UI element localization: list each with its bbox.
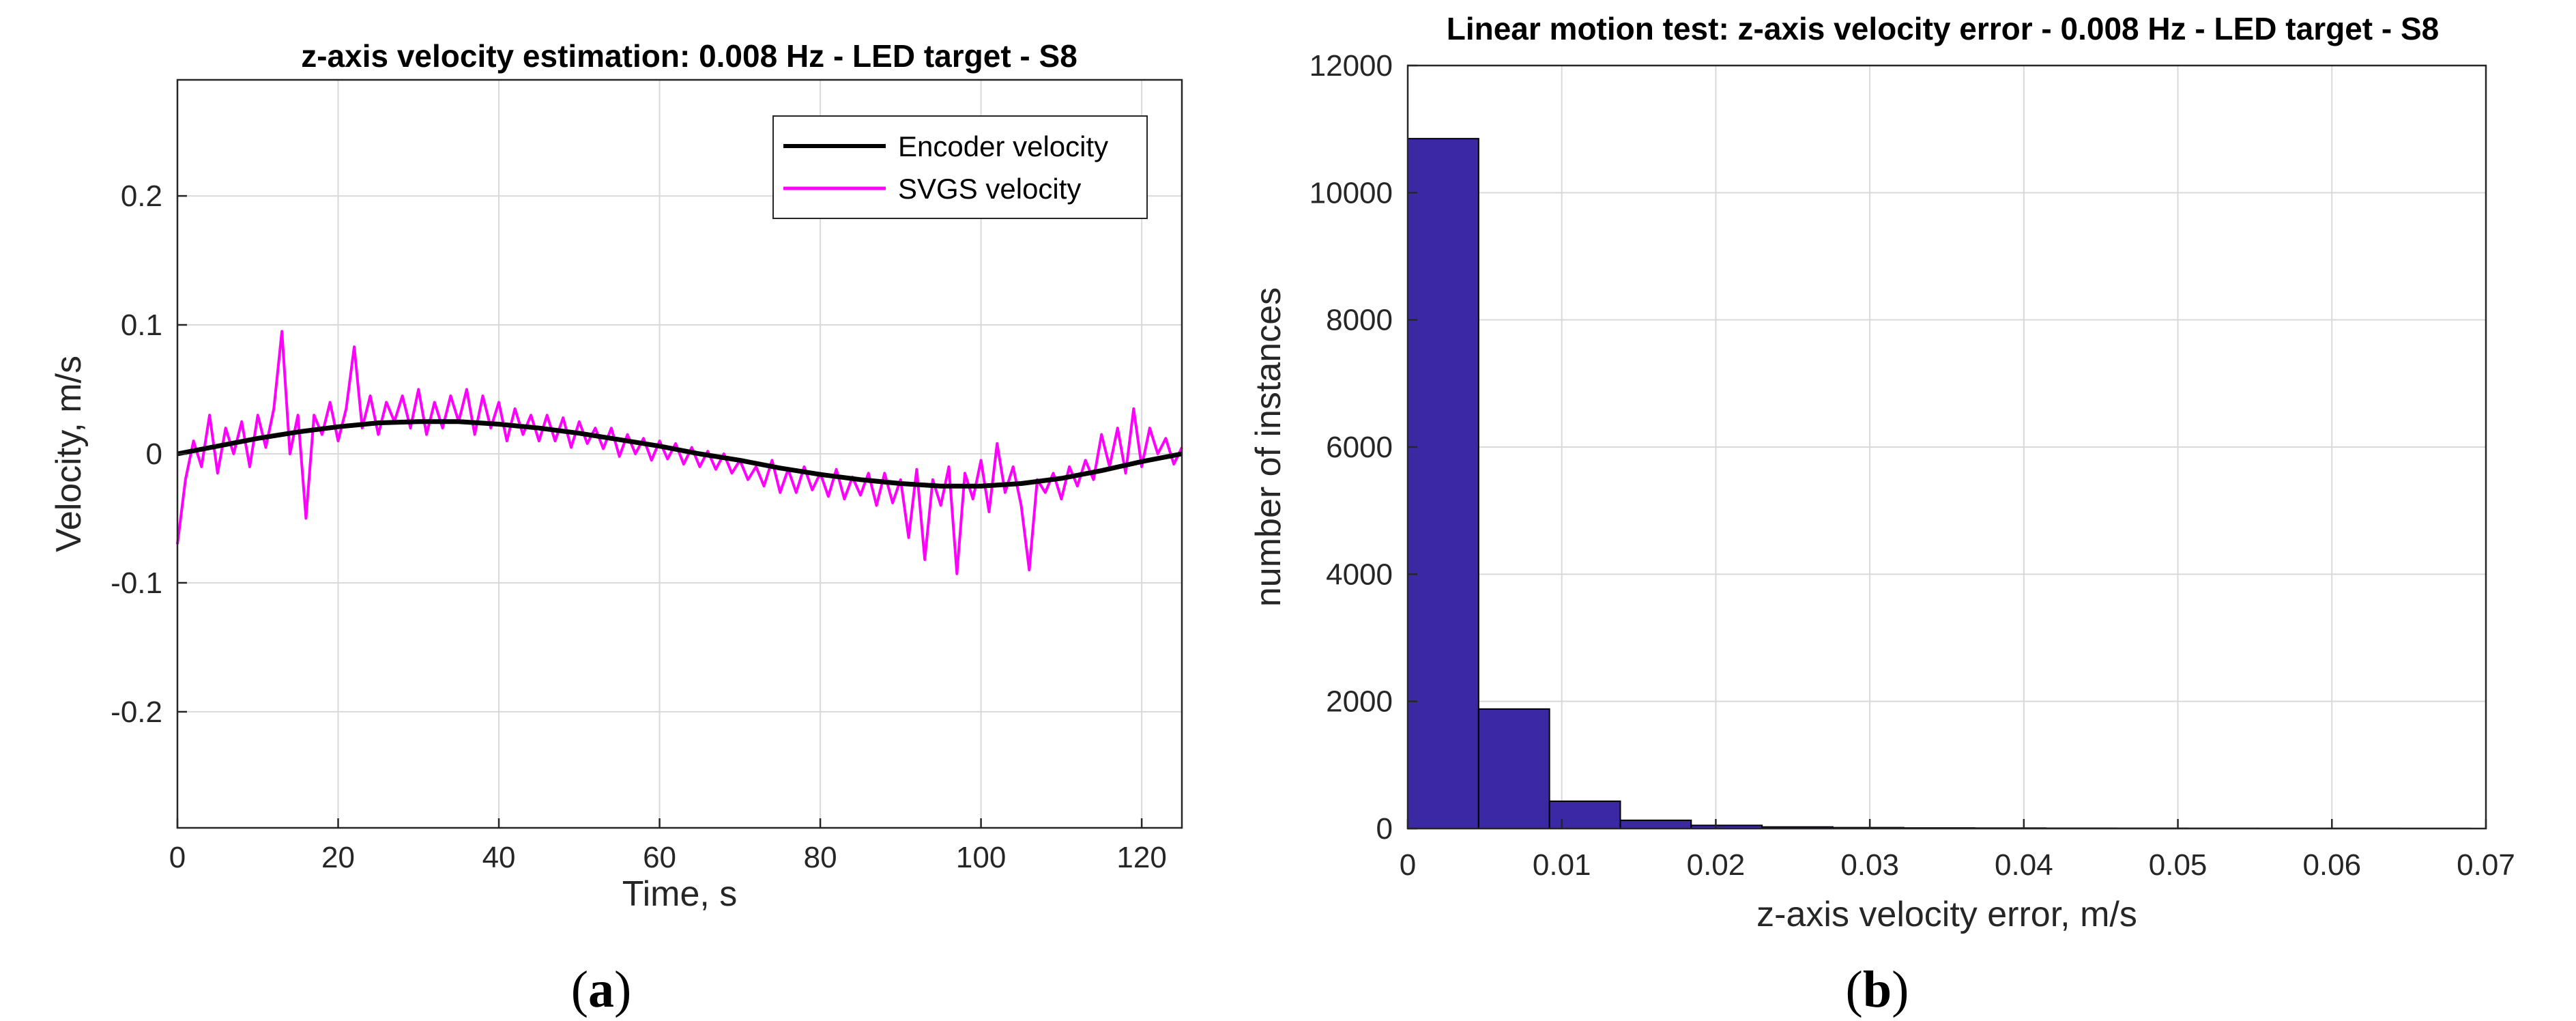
caption-b-letter: b	[1863, 961, 1892, 1018]
chart-a-xtick-label-6: 120	[1116, 841, 1166, 874]
series-svgs-velocity-line	[176, 330, 1183, 575]
chart-b-xtick-label-4: 0.04	[1995, 848, 2053, 882]
chart-a-xlabel: Time, s	[622, 874, 738, 914]
chart-a-series	[176, 330, 1183, 575]
series-encoder-velocity-line	[177, 419, 1183, 489]
svg-text:(a): (a)	[571, 961, 632, 1018]
chart-a-ytick-label-0: -0.2	[111, 695, 162, 729]
chart-b-ytick-label-3: 6000	[1326, 431, 1393, 464]
chart-b-xtick-label-2: 0.02	[1687, 848, 1746, 882]
caption-a-open: (	[571, 961, 588, 1018]
chart-b-ytick-label-6: 12000	[1309, 49, 1393, 83]
legend-box	[772, 115, 1148, 219]
chart-b-velocity-error-histogram: Linear motion test: z-axis velocity erro…	[1249, 11, 2515, 934]
chart-a-xtick-label-1: 20	[321, 841, 355, 874]
chart-a-xtick-label-3: 60	[643, 841, 676, 874]
chart-b-title: Linear motion test: z-axis velocity erro…	[1447, 11, 2440, 46]
chart-a-ytick-label-3: 0.1	[121, 308, 162, 342]
chart-b-bars	[1407, 138, 2472, 830]
chart-b-ytick-label-5: 10000	[1309, 176, 1393, 210]
chart-b-xtick-label-5: 0.05	[2149, 848, 2208, 882]
chart-b-ytick-label-0: 0	[1376, 812, 1393, 846]
caption-b-close: )	[1892, 961, 1909, 1018]
chart-a-ytick-label-1: -0.1	[111, 566, 162, 600]
chart-b-ticks: 0 0.01 0.02 0.03 0.04 0.05 0.06 0.07 0 2000 4000 60…	[1309, 49, 2515, 882]
chart-a-ylabel: Velocity, m/s	[49, 356, 89, 552]
chart-b-xtick-label-6: 0.06	[2302, 848, 2361, 882]
chart-a-legend: Encoder velocity SVGS velocity	[772, 115, 1148, 219]
chart-a-xtick-label-2: 40	[482, 841, 516, 874]
chart-a-xtick-label-5: 100	[956, 841, 1006, 874]
chart-a-ticks: 0 20 40 60 80 100 120 -0.2 -0.1 0 0.1 0.2	[111, 179, 1167, 874]
histogram-bar-3	[1619, 819, 1692, 829]
histogram-bar-0	[1407, 138, 1479, 829]
chart-a-velocity-estimation: z-axis velocity estimation: 0.008 Hz - L…	[49, 38, 1183, 914]
caption-b-open: (	[1846, 961, 1863, 1018]
caption-a: (a)	[571, 961, 632, 1018]
chart-b-xtick-label-0: 0	[1400, 848, 1416, 882]
chart-b-xtick-label-1: 0.01	[1533, 848, 1591, 882]
chart-b-ytick-label-2: 4000	[1326, 558, 1393, 591]
chart-b-xtick-label-3: 0.03	[1840, 848, 1899, 882]
chart-b-xlabel: z-axis velocity error, m/s	[1756, 895, 2137, 934]
chart-a-xtick-label-4: 80	[804, 841, 837, 874]
chart-b-ytick-label-4: 8000	[1326, 304, 1393, 337]
chart-b-xtick-label-7: 0.07	[2457, 848, 2515, 882]
chart-b-ylabel: number of instances	[1249, 287, 1288, 607]
chart-a-ytick-label-4: 0.2	[121, 179, 162, 213]
caption-a-letter: a	[588, 961, 614, 1018]
legend-label-svgs: SVGS velocity	[898, 173, 1081, 205]
legend-label-encoder: Encoder velocity	[898, 130, 1108, 162]
chart-a-ytick-label-2: 0	[146, 437, 162, 471]
histogram-bar-2	[1548, 800, 1621, 830]
chart-b-grid	[1407, 65, 2487, 829]
chart-a-title: z-axis velocity estimation: 0.008 Hz - L…	[301, 38, 1077, 74]
caption-a-close: )	[614, 961, 631, 1018]
svg-text:(b): (b)	[1846, 961, 1909, 1018]
caption-b: (b)	[1846, 961, 1909, 1018]
histogram-bar-1	[1477, 708, 1550, 830]
chart-a-xtick-label-0: 0	[169, 841, 186, 874]
chart-b-ytick-label-1: 2000	[1326, 685, 1393, 719]
